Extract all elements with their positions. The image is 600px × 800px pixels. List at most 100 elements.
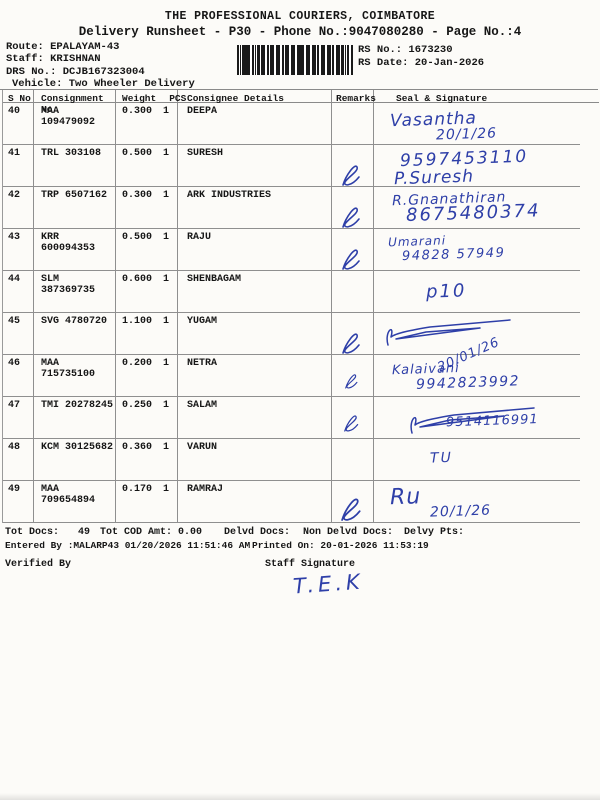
staff-signature-label: Staff Signature [265,559,356,570]
table-row: 41 TRL 303108 0.500 1 SURESH 9597453110 … [3,145,580,190]
rs-date-line: RS Date: 20-Jan-2026 [358,57,484,70]
cell-weight-pcs: 0.250 1 [116,397,178,438]
col-header-consignment: Consignment No [34,90,116,115]
cell-sno: 42 [3,187,34,228]
cell-weight: 1.100 [122,316,153,327]
cell-seal-signature: Kalaivani 9942823992 [374,355,580,396]
cell-pcs: 1 [162,484,169,495]
non-delvd-docs-label: Non Delvd Docs: [303,527,394,538]
runsheet-subtitle: Delivery Runsheet - P30 - Phone No.:9047… [78,25,522,39]
cell-consignment: TRP 6507162 [34,187,116,228]
rs-date-label: RS Date: [358,56,409,69]
cell-sno: 46 [3,355,34,396]
delvy-pts-label: Delvy Pts: [404,527,465,538]
route-line: Route: EPALAYAM-43 [6,41,195,53]
entered-by-text: Entered By :MALARP43 01/20/2026 11:51:46… [5,540,251,551]
company-title: THE PROFESSIONAL COURIERS, COIMBATORE [164,10,436,23]
cell-sno: 47 [3,397,34,438]
vehicle-line: Vehicle: Two Wheeler Delivery [6,78,195,90]
cell-seal-signature: Vasantha 20/1/26 [374,103,580,144]
signature-line1 [374,396,580,403]
col-header-remarks: Remarks [332,90,376,115]
cell-seal-signature: p10 [374,271,580,312]
cell-sno: 48 [3,439,34,480]
signature-line1: TU [429,449,454,467]
cell-pcs: 1 [162,148,169,159]
table-row: 45 SVG 4780720 1.100 1 YUGAM 20/01/26 [3,313,580,375]
remark-tick-icon [344,415,359,432]
cell-pcs: 1 [162,190,169,201]
cell-weight-pcs: 0.500 1 [116,229,178,270]
cell-seal-signature: 9597453110 P.Suresh [374,145,580,190]
tot-cod-label: Tot COD Amt: [100,527,173,538]
cell-consignee: NETRA [178,355,332,396]
cell-consignment: SLM 387369735 [34,271,116,312]
rs-no-value: 1673230 [408,44,453,56]
cell-remarks [332,397,374,438]
cell-consignment: SVG 4780720 [34,313,116,354]
remark-tick-icon [342,333,360,354]
route-value: EPALAYAM-43 [50,41,120,53]
cell-seal-signature: TU [374,439,580,480]
cell-pcs: 1 [162,232,169,243]
cell-weight-pcs: 0.200 1 [116,355,178,396]
cell-weight: 0.500 [122,148,153,159]
drs-value: DCJB167323004 [62,65,145,78]
cell-consignee: ARK INDUSTRIES [178,187,332,228]
remark-tick-icon [342,207,360,228]
verified-by-label: Verified By [5,559,72,570]
cell-weight-pcs: 0.360 1 [116,439,178,480]
cell-seal-signature: Umarani 94828 57949 [374,229,580,270]
drs-line: DRS No.: DCJB167323004 [6,66,195,78]
table-row: 42 TRP 6507162 0.300 1 ARK INDUSTRIES R.… [3,187,580,229]
cell-consignment: TRL 303108 [34,145,116,186]
rs-no-label: RS No.: [358,44,403,56]
cell-consignee: VARUN [178,439,332,480]
cell-consignee: RAJU [178,229,332,270]
cell-pcs: 1 [162,316,169,327]
shipment-info-block: Route: EPALAYAM-43 Staff: KRISHNAN DRS N… [6,41,195,91]
cell-pcs: 1 [162,106,169,117]
cell-seal-signature: R.Gnanathiran 8675480374 [374,187,580,228]
cell-weight-pcs: 0.300 1 [116,187,178,228]
printed-on-text: Printed On: 20-01-2026 11:53:19 [252,540,429,551]
cell-sno: 49 [3,481,34,522]
audit-line: Entered By :MALARP43 01/20/2026 11:51:46… [0,540,600,552]
consignment-table: S No Consignment No Weight PCS Consignee … [2,90,599,523]
cell-consignment: TMI 20278245 [34,397,116,438]
totals-line: Tot Docs: 49 Tot COD Amt: 0.00 Delvd Doc… [0,527,600,539]
cell-weight: 0.600 [122,274,153,285]
table-row: 48 KCM 30125682 0.360 1 VARUN TU [3,439,580,481]
table-row: 49 MAA 709654894 0.170 1 RAMRAJ Ru 20/1/… [3,481,580,523]
col-header-seal-signature: Seal & Signature [396,93,488,104]
cell-pcs: 1 [162,358,169,369]
cell-consignment: MAA 715735100 [34,355,116,396]
cell-weight-pcs: 1.100 1 [116,313,178,354]
cell-weight: 0.360 [122,442,153,453]
cell-pcs: 1 [162,400,169,411]
remark-tick-icon [342,165,360,186]
tot-docs-label: Tot Docs: [5,527,60,538]
cell-sno: 40 [3,103,34,144]
delvd-docs-label: Delvd Docs: [224,527,291,538]
cell-consignee: SHENBAGAM [178,271,332,312]
route-label: Route: [6,41,44,53]
cell-consignment: MAA 709654894 [34,481,116,522]
tot-docs-value: 49 [78,527,91,538]
staff-label: Staff: [6,53,44,66]
cell-remarks [332,439,374,480]
cell-sno: 45 [3,313,34,354]
cell-weight: 0.300 [122,190,153,201]
cell-weight: 0.300 [122,106,153,117]
cell-sno: 44 [3,271,34,312]
cell-weight: 0.500 [122,232,153,243]
remark-tick-icon [342,249,360,270]
signature-flourish-icon [410,407,535,434]
table-row: 43 KRR 600094353 0.500 1 RAJU Umarani 94… [3,229,580,271]
cell-remarks [332,187,374,228]
vehicle-label: Vehicle: [12,78,63,91]
cell-pcs: 1 [162,442,169,453]
cell-sno: 43 [3,229,34,270]
staff-value: KRISHNAN [50,53,101,66]
